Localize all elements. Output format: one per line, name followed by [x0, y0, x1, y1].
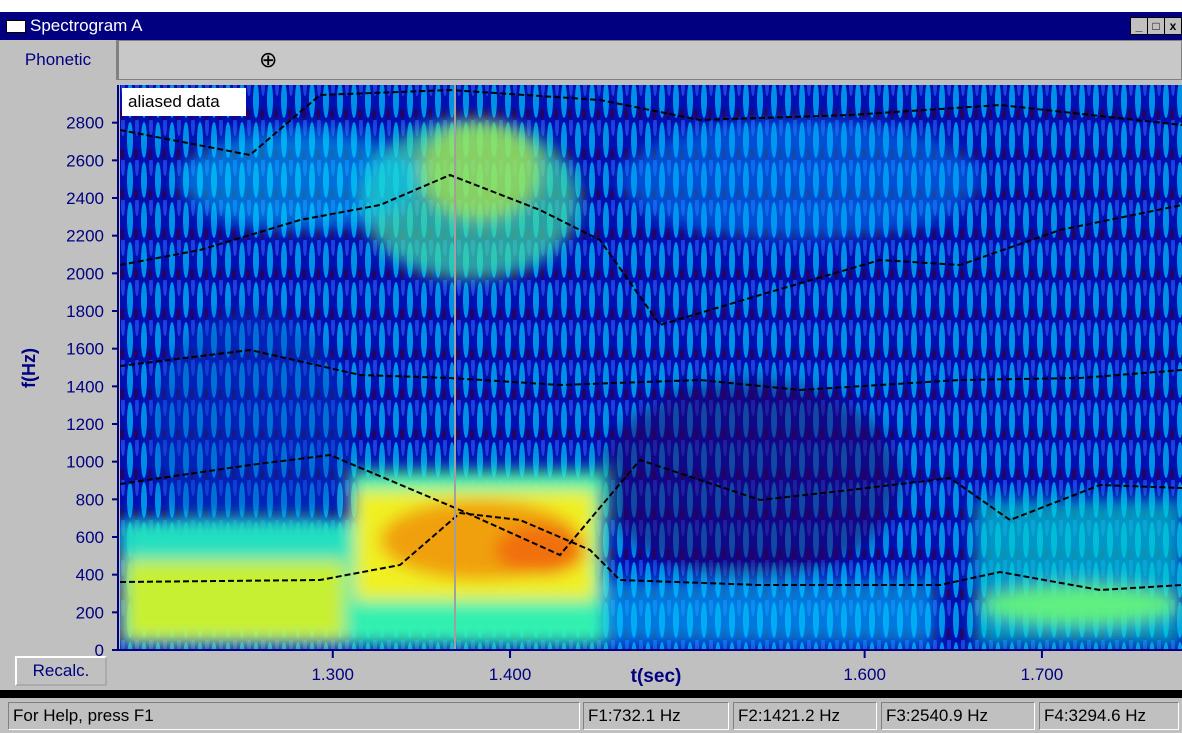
x-axis-label: t(sec) [631, 666, 682, 687]
phonetic-tab[interactable]: Phonetic [0, 40, 118, 80]
y-tick-label: 600 [76, 528, 104, 547]
title-bar: Spectrogram A _ □ x [0, 12, 1182, 40]
crosshair-icon[interactable]: ⊕ [259, 47, 278, 72]
y-tick-label: 0 [95, 641, 104, 660]
spectrogram: aliased data f(Hz) t(sec) 0 200 400 600 800 1… [19, 85, 1182, 687]
maximize-button[interactable]: □ [1147, 17, 1165, 35]
y-tick-label: 2800 [66, 114, 104, 133]
y-tick-label: 1800 [66, 302, 104, 321]
y-tick-label: 400 [76, 566, 104, 585]
x-tick-label: 1.300 [311, 665, 354, 684]
y-tick-label: 1200 [66, 415, 104, 434]
close-button[interactable]: x [1164, 17, 1182, 35]
x-tick-label: 1.600 [843, 665, 886, 684]
y-tick-label: 1600 [66, 340, 104, 359]
y-tick-label: 1400 [66, 377, 104, 396]
y-tick-label: 1000 [66, 453, 104, 472]
minimize-button[interactable]: _ [1130, 17, 1148, 35]
y-tick-label: 2200 [66, 227, 104, 246]
status-field: F2:1421.2 Hz [733, 702, 877, 730]
toolbar: ⊕ [118, 40, 1182, 80]
window-title: Spectrogram A [30, 16, 143, 35]
x-tick-label: 1.700 [1021, 665, 1064, 684]
formant-tracks [120, 88, 1182, 592]
y-axis-label: f(Hz) [19, 348, 39, 388]
status-separator [0, 690, 1182, 698]
top-border [0, 0, 1182, 12]
y-tick-label: 200 [76, 603, 104, 622]
y-tick-label: 2400 [66, 189, 104, 208]
y-tick-label: 800 [76, 490, 104, 509]
app-icon [6, 20, 26, 33]
x-tick-label: 1.400 [489, 665, 532, 684]
recalc-button[interactable]: Recalc. [15, 656, 107, 686]
overlay-box [122, 88, 246, 116]
spectrogram-image [120, 85, 1182, 650]
status-field: F4:3294.6 Hz [1039, 702, 1179, 730]
y-tick-label: 2600 [66, 151, 104, 170]
status-field: F1:732.1 Hz [583, 702, 729, 730]
overlay-label: aliased data [128, 92, 220, 111]
help-text: For Help, press F1 [8, 702, 580, 730]
status-field: F3:2540.9 Hz [881, 702, 1035, 730]
y-tick-label: 2000 [66, 264, 104, 283]
